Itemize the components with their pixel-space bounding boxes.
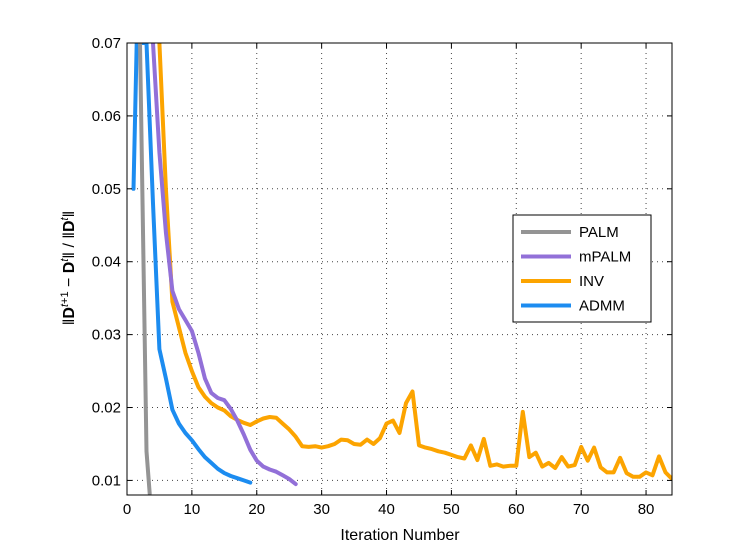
legend-label-palm: PALM: [579, 224, 619, 241]
series-line-admm: [131, 43, 253, 485]
x-tick-label: 0: [123, 501, 131, 518]
x-tick-label: 30: [313, 501, 330, 518]
y-tick-label: 0.05: [92, 181, 121, 198]
x-tick-label: 70: [573, 501, 590, 518]
y-tick-label: 0.01: [92, 472, 121, 489]
x-tick-label: 20: [248, 501, 265, 518]
x-tick-label: 50: [443, 501, 460, 518]
legend-label-inv: INV: [579, 273, 604, 290]
series-line-inv: [157, 43, 672, 481]
x-tick-label: 10: [184, 501, 201, 518]
series-layer: [131, 43, 672, 495]
x-tick-label: 60: [508, 501, 525, 518]
x-axis: 0 10 20 30 40 50 60 70 80: [123, 43, 655, 518]
x-tick-label: 40: [378, 501, 395, 518]
series-line-mpalm: [151, 43, 298, 487]
y-tick-label: 0.02: [92, 400, 121, 417]
series-line-palm: [138, 43, 152, 495]
plot-frame: [126, 42, 673, 496]
x-axis-label: Iteration Number: [340, 527, 460, 544]
legend-label-mpalm: mPALM: [579, 249, 631, 266]
y-tick-label: 0.07: [92, 35, 121, 52]
y-axis-label: ‖Dt+1 − Dt‖ / ‖Dt‖: [59, 211, 78, 325]
legend: PALM mPALM INV ADMM: [512, 214, 652, 323]
legend-label-admm: ADMM: [579, 298, 625, 315]
y-tick-label: 0.03: [92, 327, 121, 344]
y-tick-label: 0.06: [92, 108, 121, 125]
y-axis: 0.01 0.02 0.03 0.04 0.05 0.06 0.07: [92, 35, 672, 489]
y-tick-label: 0.04: [92, 254, 121, 271]
x-tick-label: 80: [638, 501, 655, 518]
